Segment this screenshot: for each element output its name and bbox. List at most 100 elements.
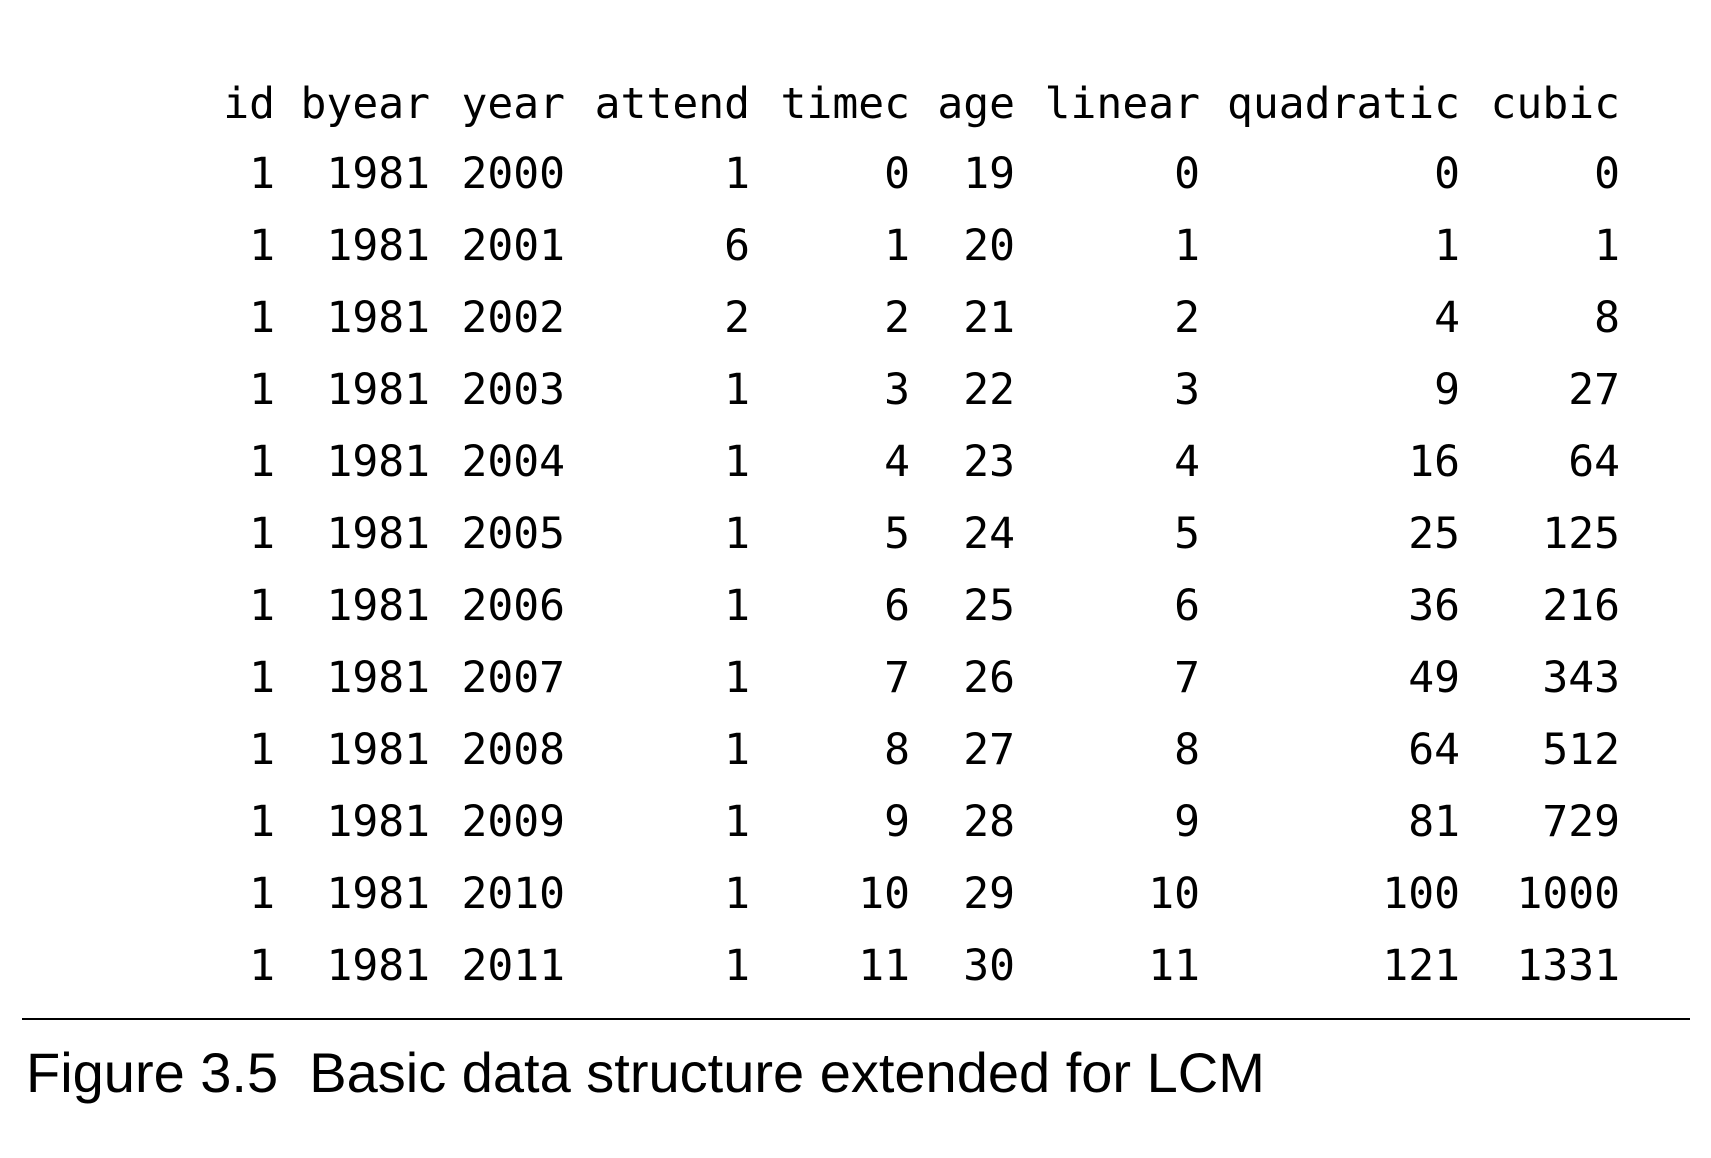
cell-timec: 7 <box>884 653 910 703</box>
column-header-attend: attend <box>594 79 750 129</box>
cell-quadratic: 1 <box>1434 221 1460 271</box>
cell-attend: 1 <box>724 797 750 847</box>
cell-cubic: 216 <box>1542 581 1620 631</box>
cell-year: 2010 <box>461 869 565 919</box>
cell-year: 2009 <box>461 797 565 847</box>
cell-id: 1 <box>249 725 275 775</box>
cell-byear: 1981 <box>326 365 430 415</box>
cell-byear: 1981 <box>326 653 430 703</box>
cell-id: 1 <box>249 869 275 919</box>
table-bottom-rule <box>22 1018 1690 1020</box>
cell-cubic: 1000 <box>1516 869 1620 919</box>
cell-timec: 11 <box>858 941 910 991</box>
table-row: 1 1981 2000 1 0 19 0 0 0 <box>0 138 1620 210</box>
cell-cubic: 512 <box>1542 725 1620 775</box>
cell-age: 29 <box>963 869 1015 919</box>
cell-byear: 1981 <box>326 725 430 775</box>
cell-byear: 1981 <box>326 941 430 991</box>
cell-quadratic: 121 <box>1382 941 1460 991</box>
cell-timec: 5 <box>884 509 910 559</box>
cell-linear: 7 <box>1174 653 1200 703</box>
cell-id: 1 <box>249 653 275 703</box>
cell-year: 2005 <box>461 509 565 559</box>
cell-age: 30 <box>963 941 1015 991</box>
cell-id: 1 <box>249 149 275 199</box>
column-header-timec: timec <box>780 79 910 129</box>
cell-quadratic: 25 <box>1408 509 1460 559</box>
cell-id: 1 <box>249 797 275 847</box>
cell-year: 2000 <box>461 149 565 199</box>
cell-linear: 4 <box>1174 437 1200 487</box>
cell-cubic: 729 <box>1542 797 1620 847</box>
cell-cubic: 0 <box>1594 149 1620 199</box>
cell-attend: 1 <box>724 365 750 415</box>
cell-attend: 6 <box>724 221 750 271</box>
table-header-row: id byear year attend timec age linear quadratic… <box>0 70 1620 138</box>
cell-year: 2006 <box>461 581 565 631</box>
cell-year: 2003 <box>461 365 565 415</box>
cell-age: 28 <box>963 797 1015 847</box>
table-row: 1 1981 2003 1 3 22 3 9 27 <box>0 354 1620 426</box>
cell-timec: 2 <box>884 293 910 343</box>
cell-attend: 1 <box>724 653 750 703</box>
column-header-cubic: cubic <box>1490 79 1620 129</box>
table-row: 1 1981 2011 1 11 30 11 121 1331 <box>0 930 1620 1002</box>
cell-age: 22 <box>963 365 1015 415</box>
cell-timec: 3 <box>884 365 910 415</box>
cell-timec: 0 <box>884 149 910 199</box>
column-header-age: age <box>937 79 1015 129</box>
cell-linear: 8 <box>1174 725 1200 775</box>
cell-quadratic: 81 <box>1408 797 1460 847</box>
cell-cubic: 27 <box>1568 365 1620 415</box>
figure-caption: Figure 3.5 Basic data structure extended… <box>26 1041 1265 1104</box>
cell-timec: 9 <box>884 797 910 847</box>
cell-linear: 11 <box>1148 941 1200 991</box>
cell-byear: 1981 <box>326 293 430 343</box>
table-body: 1 1981 2000 1 0 19 0 0 0 1 1981 2001 6 1 20 1 1 1 1 1981 200… <box>0 138 1620 1002</box>
cell-linear: 9 <box>1174 797 1200 847</box>
cell-id: 1 <box>249 437 275 487</box>
cell-cubic: 8 <box>1594 293 1620 343</box>
cell-year: 2004 <box>461 437 565 487</box>
cell-attend: 1 <box>724 509 750 559</box>
cell-timec: 10 <box>858 869 910 919</box>
table-row: 1 1981 2002 2 2 21 2 4 8 <box>0 282 1620 354</box>
cell-quadratic: 9 <box>1434 365 1460 415</box>
cell-id: 1 <box>249 293 275 343</box>
cell-byear: 1981 <box>326 437 430 487</box>
column-header-year: year <box>461 79 565 129</box>
cell-linear: 3 <box>1174 365 1200 415</box>
cell-quadratic: 16 <box>1408 437 1460 487</box>
cell-year: 2002 <box>461 293 565 343</box>
cell-age: 27 <box>963 725 1015 775</box>
cell-age: 25 <box>963 581 1015 631</box>
cell-linear: 10 <box>1148 869 1200 919</box>
cell-cubic: 1 <box>1594 221 1620 271</box>
cell-year: 2007 <box>461 653 565 703</box>
cell-quadratic: 100 <box>1382 869 1460 919</box>
cell-age: 20 <box>963 221 1015 271</box>
column-header-quadratic: quadratic <box>1227 79 1460 129</box>
cell-quadratic: 64 <box>1408 725 1460 775</box>
cell-year: 2001 <box>461 221 565 271</box>
cell-quadratic: 4 <box>1434 293 1460 343</box>
column-header-byear: byear <box>300 79 430 129</box>
column-header-linear: linear <box>1044 79 1200 129</box>
cell-attend: 1 <box>724 149 750 199</box>
cell-attend: 1 <box>724 941 750 991</box>
cell-timec: 6 <box>884 581 910 631</box>
table-row: 1 1981 2010 1 10 29 10 100 1000 <box>0 858 1620 930</box>
cell-timec: 4 <box>884 437 910 487</box>
cell-attend: 1 <box>724 581 750 631</box>
cell-attend: 1 <box>724 869 750 919</box>
table-row: 1 1981 2009 1 9 28 9 81 729 <box>0 786 1620 858</box>
cell-age: 19 <box>963 149 1015 199</box>
cell-linear: 6 <box>1174 581 1200 631</box>
cell-age: 23 <box>963 437 1015 487</box>
cell-attend: 1 <box>724 437 750 487</box>
table-row: 1 1981 2007 1 7 26 7 49 343 <box>0 642 1620 714</box>
cell-linear: 2 <box>1174 293 1200 343</box>
table-row: 1 1981 2008 1 8 27 8 64 512 <box>0 714 1620 786</box>
cell-quadratic: 49 <box>1408 653 1460 703</box>
cell-byear: 1981 <box>326 221 430 271</box>
